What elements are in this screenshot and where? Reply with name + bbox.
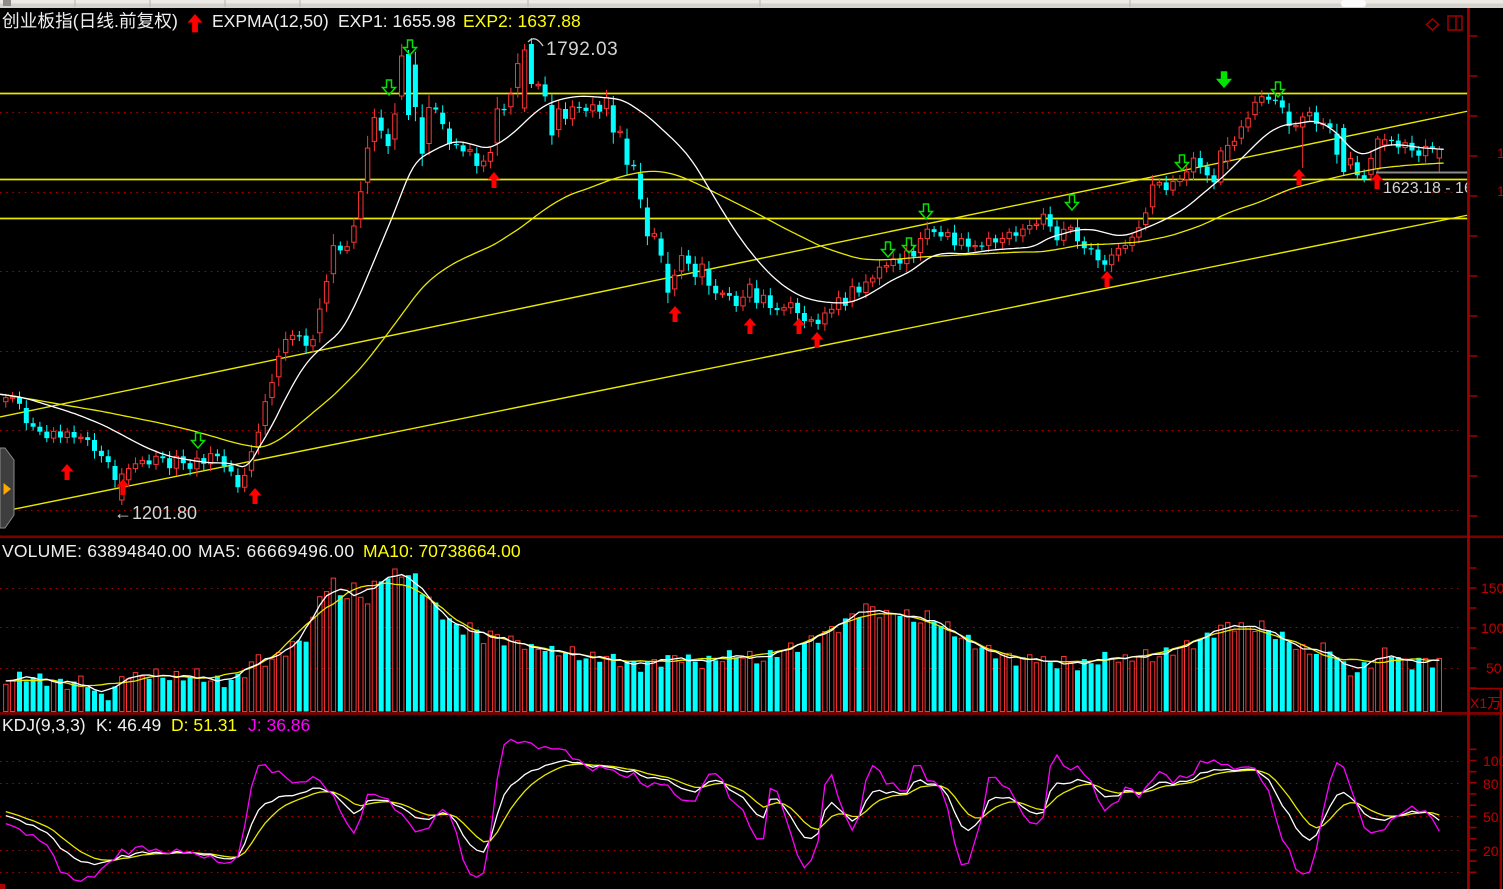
- svg-text:EXPMA(12,50): EXPMA(12,50): [212, 11, 329, 31]
- svg-text:100: 100: [1481, 620, 1503, 636]
- svg-text:1: 1: [1497, 183, 1503, 199]
- svg-text:EXP1: 1655.98: EXP1: 1655.98: [338, 11, 456, 31]
- svg-text:150: 150: [1481, 580, 1503, 596]
- svg-text:VOLUME: 63894840.00: VOLUME: 63894840.00: [2, 541, 192, 561]
- svg-text:80: 80: [1483, 776, 1499, 792]
- svg-text:50: 50: [1483, 809, 1499, 825]
- svg-text:J: 36.86: J: 36.86: [248, 715, 310, 735]
- svg-text:MA10: 70738664.00: MA10: 70738664.00: [363, 541, 521, 561]
- svg-text:50: 50: [1486, 660, 1502, 676]
- svg-text:D: 51.31: D: 51.31: [171, 715, 237, 735]
- svg-text:K: 46.49: K: 46.49: [96, 715, 161, 735]
- svg-text:EXP2: 1637.88: EXP2: 1637.88: [463, 11, 581, 31]
- svg-text:100: 100: [1483, 753, 1503, 769]
- svg-text:MA5: 66669496.00: MA5: 66669496.00: [198, 541, 355, 561]
- svg-text:20: 20: [1483, 843, 1499, 859]
- svg-text:1792.03: 1792.03: [546, 39, 618, 60]
- svg-text:1: 1: [1497, 145, 1503, 161]
- svg-text:1623.18 - 16: 1623.18 - 16: [1383, 180, 1473, 197]
- svg-text:X1万: X1万: [1470, 695, 1501, 711]
- svg-text:创业板指(日线.前复权): 创业板指(日线.前复权): [2, 11, 178, 31]
- svg-text:KDJ(9,3,3): KDJ(9,3,3): [2, 715, 86, 735]
- svg-text:←1201.80: ←1201.80: [114, 503, 197, 523]
